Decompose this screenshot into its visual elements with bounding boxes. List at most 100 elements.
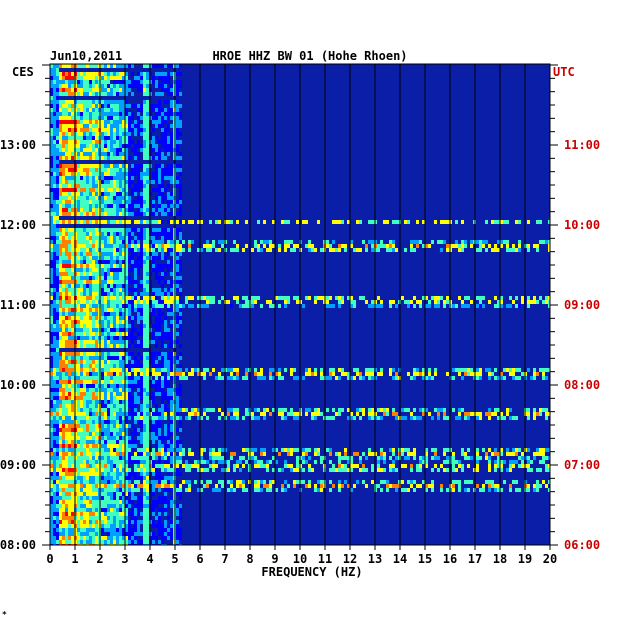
heat-cell	[68, 288, 71, 292]
heat-cell	[152, 240, 155, 244]
heat-cell	[92, 204, 95, 208]
heat-cell	[83, 332, 86, 336]
heat-cell	[80, 132, 83, 136]
heat-cell	[92, 268, 95, 272]
heat-cell	[83, 312, 86, 316]
heat-cell	[125, 164, 128, 168]
heat-cell	[80, 148, 83, 152]
heat-cell	[356, 372, 359, 376]
heat-cell	[62, 288, 65, 292]
heat-cell	[89, 128, 92, 132]
heat-cell	[104, 192, 107, 196]
heat-cell	[125, 264, 128, 268]
heat-cell	[116, 304, 119, 308]
heat-cell	[533, 368, 536, 372]
heat-cell	[107, 156, 110, 160]
heat-cell	[86, 412, 89, 416]
heat-cell	[155, 168, 158, 172]
heat-cell	[107, 152, 110, 156]
heat-cell	[107, 460, 110, 464]
heat-cell	[50, 220, 53, 224]
heat-cell	[50, 108, 53, 112]
heat-cell	[407, 408, 410, 412]
heat-cell	[65, 296, 68, 300]
heat-cell	[515, 304, 518, 308]
heat-cell	[107, 364, 110, 368]
heat-cell	[56, 468, 59, 472]
heat-cell	[170, 192, 173, 196]
heat-cell	[131, 188, 134, 192]
heat-cell	[83, 256, 86, 260]
heat-cell	[233, 368, 236, 372]
heat-cell	[461, 376, 464, 380]
heat-cell	[59, 444, 62, 448]
heat-cell	[245, 368, 248, 372]
heat-cell	[101, 76, 104, 80]
heat-cell	[68, 332, 71, 336]
heat-cell	[83, 436, 86, 440]
heat-cell	[107, 428, 110, 432]
heat-cell	[506, 244, 509, 248]
heat-cell	[59, 64, 62, 68]
heat-cell	[125, 108, 128, 112]
heat-cell	[113, 152, 116, 156]
heat-cell	[128, 312, 131, 316]
heat-cell	[68, 320, 71, 324]
heat-cell	[83, 444, 86, 448]
heat-cell	[68, 228, 71, 232]
heat-cell	[137, 232, 140, 236]
heat-cell	[125, 120, 128, 124]
heat-cell	[326, 448, 329, 452]
heat-cell	[65, 364, 68, 368]
heat-cell	[269, 304, 272, 308]
heat-cell	[152, 396, 155, 400]
heat-cell	[113, 80, 116, 84]
heat-cell	[137, 228, 140, 232]
heat-cell	[83, 380, 86, 384]
heat-cell	[140, 284, 143, 288]
heat-cell	[140, 440, 143, 444]
heat-cell	[143, 308, 146, 312]
heat-cell	[95, 368, 98, 372]
heat-cell	[296, 220, 299, 224]
heat-cell	[452, 408, 455, 412]
heat-cell	[527, 408, 530, 412]
heat-cell	[62, 336, 65, 340]
heat-cell	[53, 212, 56, 216]
heat-cell	[143, 172, 146, 176]
heat-cell	[86, 316, 89, 320]
heat-cell	[113, 184, 116, 188]
heat-cell	[338, 408, 341, 412]
heat-cell	[134, 220, 137, 224]
heat-cell	[362, 296, 365, 300]
heat-cell	[119, 204, 122, 208]
heat-cell	[122, 320, 125, 324]
heat-cell	[161, 336, 164, 340]
heat-cell	[53, 188, 56, 192]
heat-cell	[380, 240, 383, 244]
heat-cell	[86, 384, 89, 388]
heat-cell	[119, 212, 122, 216]
heat-cell	[179, 344, 182, 348]
heat-cell	[158, 336, 161, 340]
heat-cell	[128, 368, 131, 372]
heat-cell	[158, 196, 161, 200]
heat-cell	[68, 436, 71, 440]
heat-cell	[464, 240, 467, 244]
heat-cell	[143, 236, 146, 240]
heat-cell	[89, 232, 92, 236]
heat-cell	[62, 376, 65, 380]
heat-cell	[71, 316, 74, 320]
heat-cell	[116, 248, 119, 252]
heat-cell	[128, 304, 131, 308]
heat-cell	[107, 120, 110, 124]
heat-cell	[92, 220, 95, 224]
heat-cell	[86, 360, 89, 364]
heat-cell	[101, 432, 104, 436]
heat-cell	[134, 284, 137, 288]
heat-cell	[293, 248, 296, 252]
heat-cell	[155, 220, 158, 224]
heat-cell	[425, 456, 428, 460]
heat-cell	[200, 456, 203, 460]
heat-cell	[110, 300, 113, 304]
